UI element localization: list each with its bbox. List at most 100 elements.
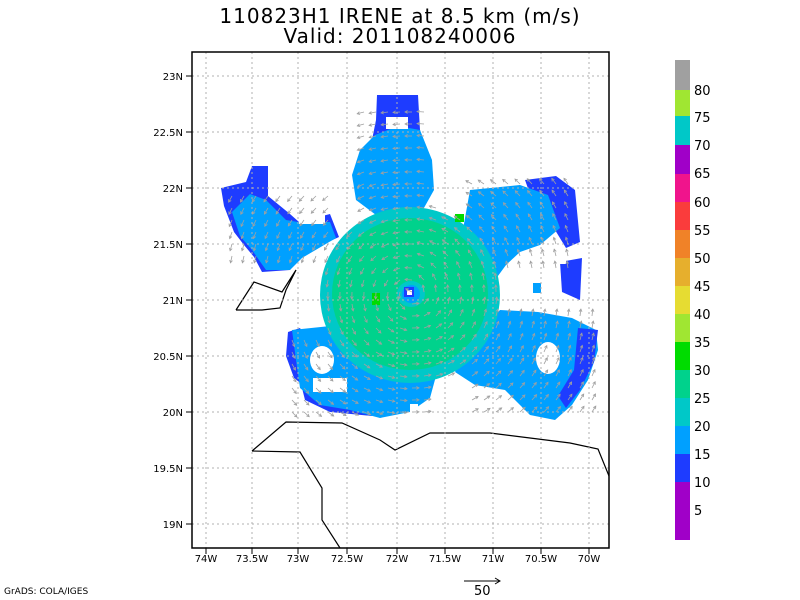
wind-vector-head — [287, 198, 291, 203]
wind-vector — [300, 243, 305, 251]
wind-vector-head — [305, 390, 310, 394]
wind-vector-head — [252, 235, 256, 240]
wind-vector — [519, 394, 526, 401]
wind-vector — [478, 203, 485, 209]
color-bar-label: 50 — [694, 252, 711, 267]
wind-vector-head — [564, 224, 568, 229]
wind-vector-head — [465, 191, 470, 196]
wind-vector-head — [397, 295, 401, 300]
wind-vector-head — [365, 330, 369, 335]
wind-vector — [540, 225, 545, 233]
y-tick-label: 23N — [163, 72, 183, 83]
wind-vector-head — [528, 248, 533, 253]
wind-vector — [392, 183, 401, 186]
wind-vector — [467, 249, 473, 257]
wind-vector — [381, 183, 389, 186]
wind-vector — [483, 346, 489, 353]
wind-vector-head — [298, 198, 303, 202]
wind-vector — [435, 284, 437, 293]
wind-vector-head — [471, 308, 476, 313]
wind-vector-head — [416, 169, 420, 174]
wind-vector-head — [461, 334, 466, 338]
wind-vector — [303, 411, 310, 417]
wind-vector-head — [528, 236, 532, 241]
wind-vector-head — [533, 381, 537, 386]
wind-vector — [291, 399, 297, 406]
wind-vector-head — [379, 411, 384, 415]
wind-vector — [495, 345, 501, 353]
wind-vector — [339, 315, 343, 323]
wind-vector-head — [368, 220, 373, 224]
wind-vector-head — [465, 203, 470, 207]
wind-vector-head — [428, 409, 432, 414]
wind-vector — [399, 351, 407, 354]
wind-vector-head — [527, 201, 531, 206]
wind-vector-head — [322, 197, 326, 202]
wind-vector — [435, 323, 442, 329]
wind-vector — [516, 237, 521, 245]
x-tick-label: 72W — [386, 554, 409, 565]
wind-vector — [519, 382, 525, 389]
wind-vector-head — [515, 201, 519, 206]
wind-vector — [417, 194, 425, 197]
wind-vector — [479, 237, 485, 245]
wind-vector — [387, 399, 395, 402]
wind-vector — [291, 387, 297, 394]
wind-vector — [399, 339, 407, 342]
wind-vector-head — [380, 195, 385, 199]
wind-vector — [515, 190, 521, 197]
wind-vector — [253, 231, 257, 239]
wind-vector-head — [531, 332, 536, 337]
wind-vector-head — [439, 336, 443, 340]
wind-vector-head — [326, 308, 331, 312]
wind-vector-head — [392, 230, 397, 235]
wind-vector-head — [392, 170, 396, 175]
wind-vector-head — [358, 245, 362, 250]
wind-vector — [565, 225, 569, 233]
wind-vector — [429, 251, 437, 257]
color-bar-label: 80 — [694, 84, 711, 99]
wind-vector-head — [330, 401, 335, 405]
wind-vector-head — [580, 393, 585, 398]
wind-vector — [399, 327, 407, 331]
wind-vector — [567, 369, 572, 377]
wind-vector — [531, 333, 535, 341]
wind-vector-head — [311, 234, 315, 239]
wind-vector — [591, 321, 594, 329]
wind-vector — [417, 206, 425, 209]
wind-vector — [277, 255, 281, 263]
wind-vector-head — [359, 258, 363, 263]
data-gap — [536, 342, 560, 374]
wind-vector-head — [450, 347, 455, 352]
wind-vector-head — [474, 358, 478, 363]
wind-vector-head — [553, 248, 557, 253]
wind-vector — [591, 309, 594, 317]
wind-vector-head — [515, 213, 519, 218]
wind-vector — [327, 387, 334, 393]
color-bar-label: 35 — [694, 336, 711, 351]
wind-vector — [240, 207, 245, 215]
wind-vector-head — [276, 247, 281, 252]
y-tick-label: 20N — [163, 408, 183, 419]
wind-vector-head — [341, 365, 346, 370]
wind-vector-head — [339, 319, 344, 324]
color-bar-swatch — [675, 202, 690, 230]
wind-vector — [357, 147, 365, 151]
wind-vector-head — [509, 382, 514, 387]
wind-vector — [530, 261, 533, 269]
wind-vector — [291, 375, 297, 383]
wind-vector-head — [490, 214, 495, 218]
wind-vector-head — [293, 402, 298, 406]
wind-vector-head — [379, 376, 384, 380]
x-tick-label: 70.5W — [525, 554, 557, 565]
wind-vector-head — [545, 381, 549, 386]
wind-vector-head — [551, 177, 555, 182]
wind-vector-head — [516, 225, 520, 229]
wind-vector — [563, 189, 569, 197]
wind-vector — [241, 243, 245, 251]
wind-vector-head — [346, 246, 351, 250]
wind-vector — [375, 327, 382, 334]
wind-vector — [339, 399, 347, 405]
wind-vector-head — [337, 283, 341, 288]
wind-vector — [442, 239, 449, 245]
